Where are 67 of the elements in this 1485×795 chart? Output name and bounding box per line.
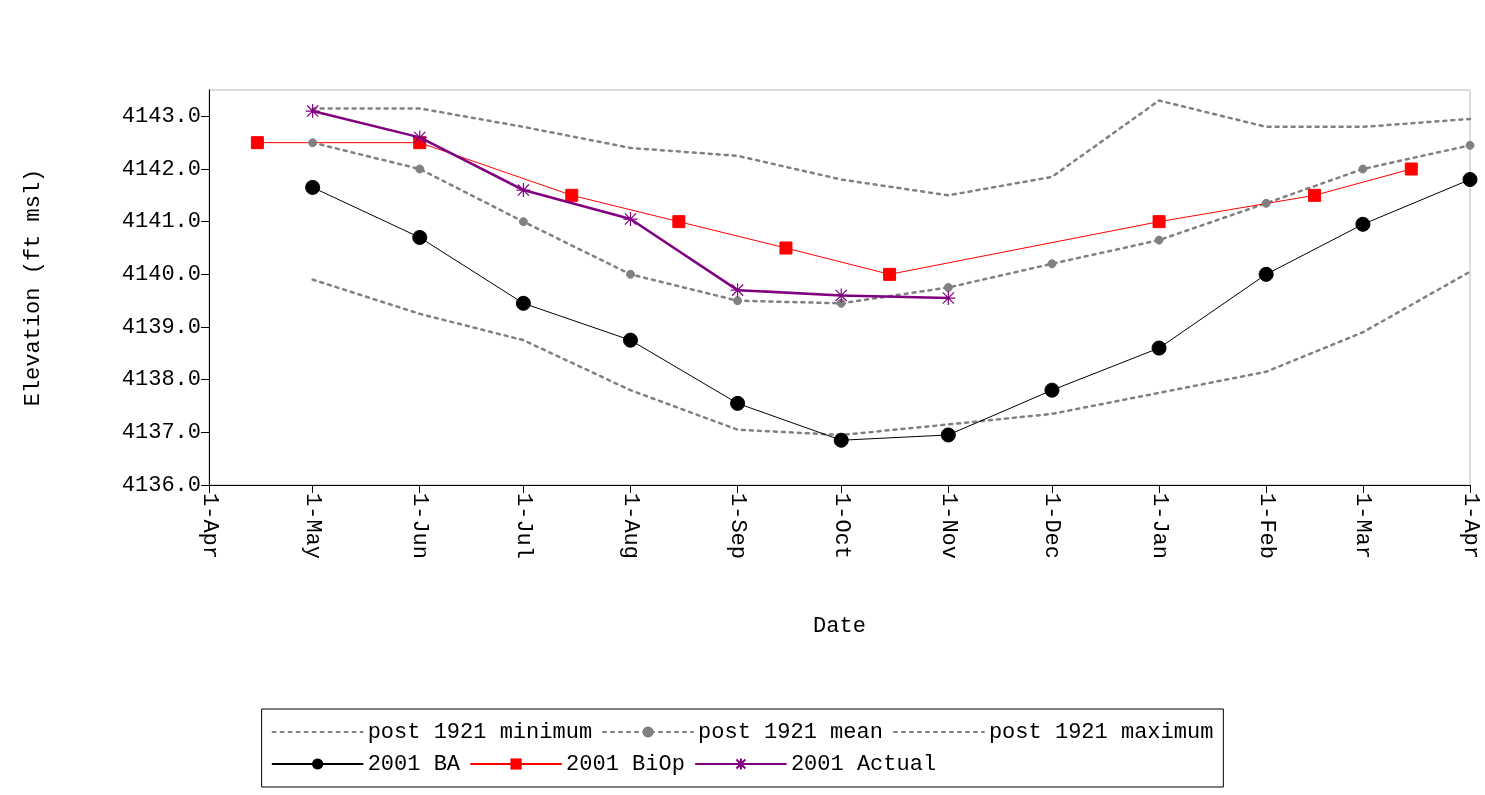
point xyxy=(1154,235,1164,245)
point xyxy=(518,217,528,227)
point xyxy=(1465,140,1475,150)
line-series xyxy=(311,99,1472,197)
point xyxy=(515,295,531,311)
legend-label: 2001 BA xyxy=(367,751,461,777)
x-tick-label: 1-Jun xyxy=(407,493,433,560)
x-tick-label: 1-Jul xyxy=(510,493,536,560)
point xyxy=(308,138,318,148)
x-tick-label: 1-Oct xyxy=(828,493,854,560)
legend-label: 2001 BiOp xyxy=(566,751,685,777)
point xyxy=(1152,215,1166,229)
point xyxy=(1404,162,1418,176)
point xyxy=(730,395,746,411)
point xyxy=(623,332,638,348)
x-tick-label: 1-Nov xyxy=(935,493,961,560)
point xyxy=(565,188,579,202)
point xyxy=(415,164,425,174)
x-tick-label: 1-Mar xyxy=(1350,493,1376,560)
legend-label: post 1921 maximum xyxy=(988,719,1214,745)
x-tick-label: 1-Apr xyxy=(1457,493,1483,560)
legend-label: post 1921 minimum xyxy=(367,719,593,745)
x-tick-label: 1-Aug xyxy=(617,493,643,560)
point xyxy=(625,269,635,279)
point xyxy=(672,215,686,229)
y-tick-label: 4142.0 xyxy=(121,156,201,182)
point xyxy=(305,179,321,195)
x-tick-label: 1-Feb xyxy=(1253,493,1279,560)
x-tick-label: 1-May xyxy=(300,493,326,560)
point xyxy=(1308,188,1322,202)
point xyxy=(836,298,846,308)
point xyxy=(250,136,264,150)
point xyxy=(515,182,531,198)
point xyxy=(943,283,953,292)
y-axis-title: Elevation (ft msl) xyxy=(20,168,46,407)
point xyxy=(733,296,743,306)
y-tick-label: 4141.0 xyxy=(121,209,201,235)
x-axis-title: Date xyxy=(813,613,866,639)
point xyxy=(940,290,956,306)
y-tick-label: 4143.0 xyxy=(121,103,201,129)
point xyxy=(833,287,849,303)
point xyxy=(1047,259,1057,269)
x-tick-label: 1-Sep xyxy=(725,493,751,560)
point xyxy=(1258,266,1274,282)
point xyxy=(622,211,639,227)
point xyxy=(940,427,956,443)
point xyxy=(1355,216,1371,232)
point xyxy=(305,103,321,119)
x-tick-label: 1-Dec xyxy=(1039,493,1065,560)
point xyxy=(729,282,746,298)
point xyxy=(412,229,428,245)
point xyxy=(1044,382,1060,398)
point xyxy=(833,432,849,448)
y-tick-label: 4140.0 xyxy=(121,261,201,287)
point xyxy=(412,129,428,145)
point xyxy=(883,267,897,281)
x-tick-label: 1-Jan xyxy=(1146,493,1172,560)
point xyxy=(1151,340,1167,356)
legend-label: 2001 Actual xyxy=(790,751,937,777)
point xyxy=(1462,172,1478,188)
y-tick-label: 4138.0 xyxy=(121,367,201,393)
point xyxy=(1261,198,1271,208)
y-tick-label: 4137.0 xyxy=(121,419,201,445)
point xyxy=(779,241,793,255)
point xyxy=(1358,164,1368,174)
y-tick-label: 4139.0 xyxy=(121,314,201,340)
legend-label: post 1921 mean xyxy=(698,719,883,745)
